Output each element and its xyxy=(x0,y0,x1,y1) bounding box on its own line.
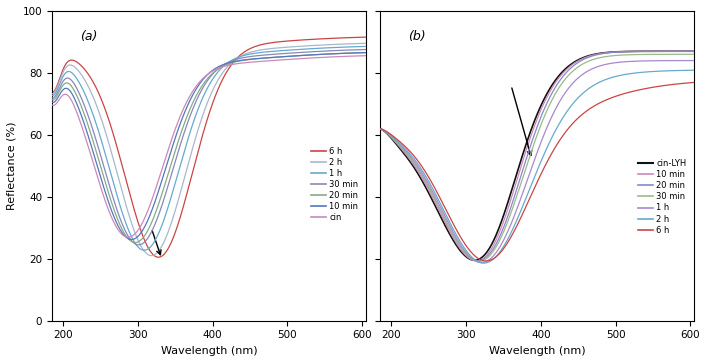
X-axis label: Wavelength (nm): Wavelength (nm) xyxy=(161,346,257,356)
Legend: cin-LYH, 10 min, 20 min, 30 min, 1 h, 2 h, 6 h: cin-LYH, 10 min, 20 min, 30 min, 1 h, 2 … xyxy=(635,156,690,238)
X-axis label: Wavelength (nm): Wavelength (nm) xyxy=(489,346,586,356)
Text: (a): (a) xyxy=(80,29,98,42)
Legend: 6 h, 2 h, 1 h, 30 min, 20 min, 10 min, cin: 6 h, 2 h, 1 h, 30 min, 20 min, 10 min, c… xyxy=(307,143,362,225)
Y-axis label: Reflectance (%): Reflectance (%) xyxy=(7,122,17,210)
Text: (b): (b) xyxy=(409,29,426,42)
